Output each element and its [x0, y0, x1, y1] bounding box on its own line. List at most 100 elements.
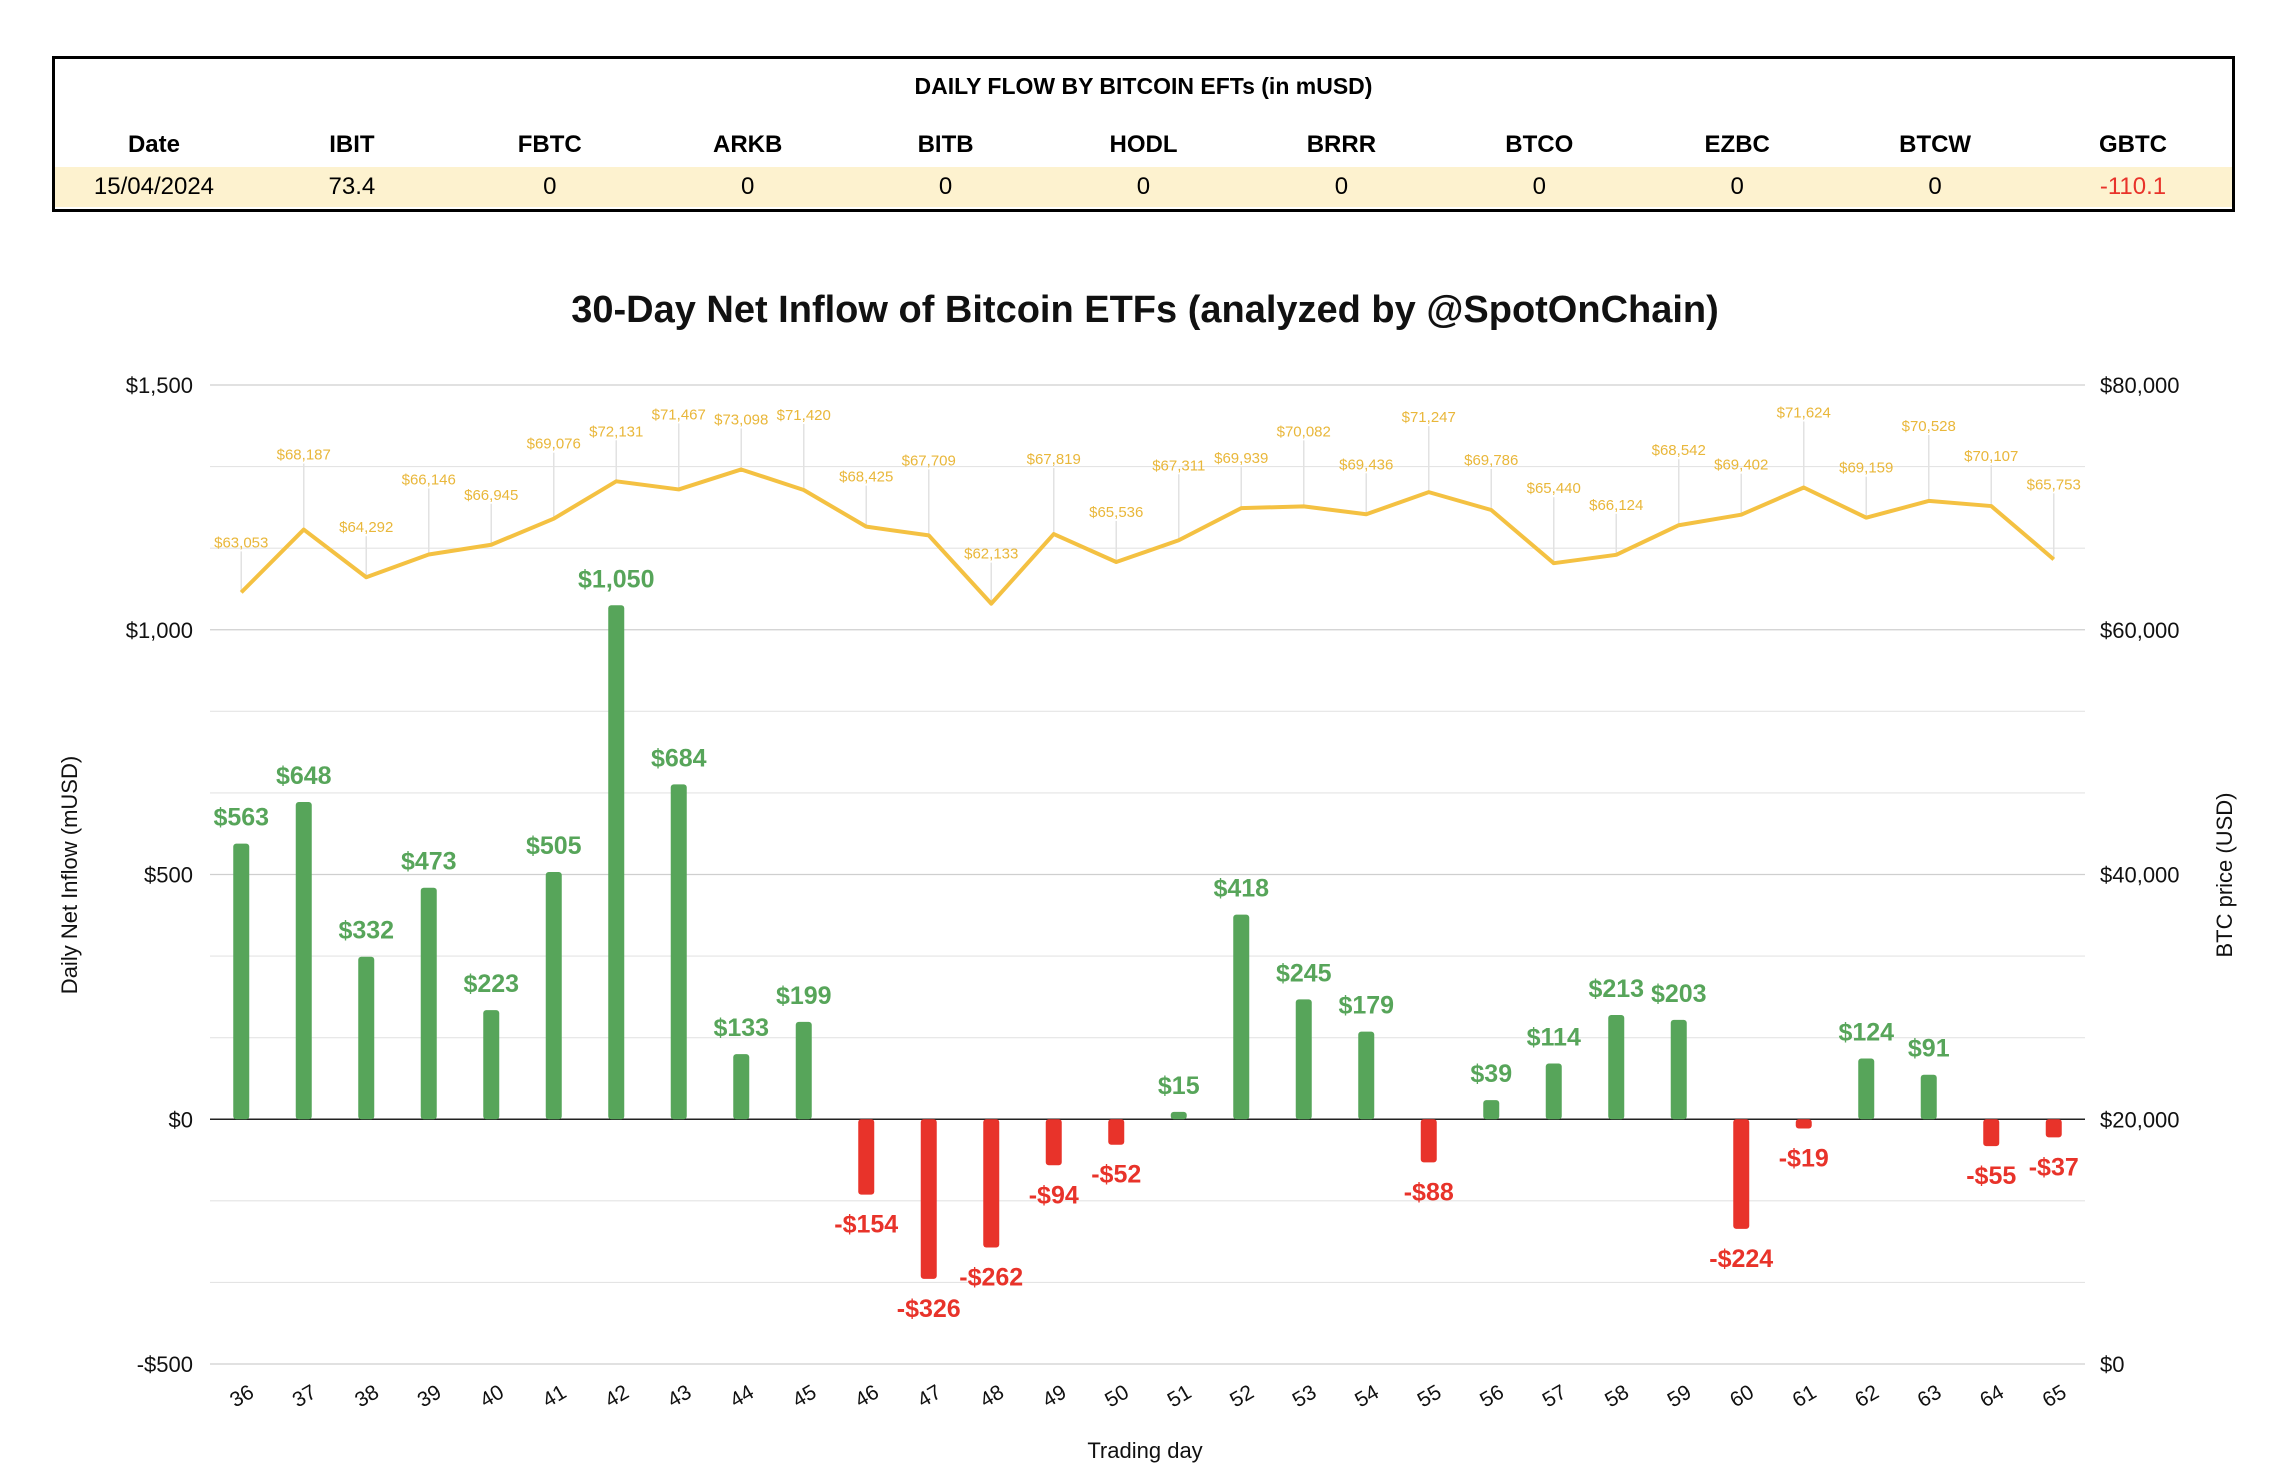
y2-axis-title: BTC price (USD)	[2212, 792, 2237, 957]
price-value-label: $67,311	[1152, 457, 1205, 474]
price-value-label: $68,542	[1652, 442, 1706, 459]
cell-gbtc: -110.1	[2099, 173, 2167, 200]
inflow-bar	[1233, 914, 1250, 1120]
header-arkb: ARKB	[713, 131, 783, 158]
x-tick-label: 58	[1601, 1381, 1633, 1413]
cell-ezbc: 0	[1730, 173, 1744, 200]
price-value-label: $71,420	[777, 407, 831, 424]
y-tick-label: $1,000	[126, 618, 193, 643]
inflow-bar	[858, 1119, 875, 1195]
y-tick-label: $500	[144, 863, 193, 888]
header-gbtc: GBTC	[2099, 131, 2168, 158]
inflow-value-label: -$94	[1029, 1181, 1079, 1209]
price-value-label: $67,709	[902, 452, 956, 469]
table-data-row: 15/04/2024 73.4 0 0 0 0 0 0 0 0 -110.1	[55, 167, 2232, 207]
inflow-value-label: -$154	[834, 1211, 898, 1239]
inflow-value-label: $114	[1527, 1023, 1581, 1051]
x-tick-label: 52	[1226, 1381, 1258, 1413]
cell-hodl: 0	[1136, 173, 1151, 200]
inflow-bar	[733, 1054, 750, 1120]
x-tick-label: 48	[976, 1381, 1008, 1413]
inflow-bar	[545, 872, 562, 1120]
inflow-value-label: -$326	[897, 1295, 961, 1323]
inflow-value-label: $203	[1651, 980, 1707, 1008]
price-value-label: $70,107	[1964, 448, 2018, 465]
inflow-bar	[420, 887, 437, 1120]
cell-brrr: 0	[1334, 173, 1349, 200]
inflow-value-label: $563	[213, 804, 269, 832]
inflow-bar	[1108, 1119, 1125, 1145]
price-value-label: $69,076	[527, 436, 581, 453]
inflow-value-label: $332	[338, 917, 394, 945]
x-tick-label: 46	[851, 1381, 883, 1413]
cell-btcw: 0	[1928, 173, 1942, 200]
price-value-label: $69,786	[1464, 452, 1518, 469]
header-brrr: BRRR	[1306, 131, 1377, 158]
inflow-bar	[670, 784, 687, 1120]
x-tick-label: 62	[1851, 1381, 1883, 1413]
price-value-label: $68,187	[277, 447, 331, 464]
y-axis-title: Daily Net Inflow (mUSD)	[57, 756, 82, 994]
inflow-value-label: $39	[1470, 1060, 1512, 1088]
price-value-label: $71,467	[652, 406, 706, 423]
price-value-label: $70,528	[1902, 418, 1956, 435]
x-tick-label: 37	[289, 1381, 321, 1413]
inflow-bar	[1483, 1100, 1500, 1120]
y2-tick-label: $20,000	[2100, 1107, 2180, 1132]
x-tick-label: 41	[539, 1381, 571, 1413]
inflow-bar	[1045, 1119, 1062, 1166]
price-value-label: $73,098	[714, 411, 768, 428]
inflow-value-label: -$37	[2029, 1153, 2079, 1181]
inflow-value-label: $418	[1213, 875, 1269, 903]
btc-price-line	[239, 467, 2056, 606]
y2-tick-label: $80,000	[2100, 373, 2180, 398]
daily-flow-table: DAILY FLOW BY BITCOIN EFTs (in mUSD) Dat…	[52, 56, 2235, 212]
y2-tick-label: $0	[2100, 1352, 2124, 1377]
header-date: Date	[127, 131, 180, 158]
inflow-bar	[1920, 1074, 1937, 1120]
x-tick-label: 61	[1789, 1381, 1821, 1413]
price-value-label: $65,536	[1089, 504, 1143, 521]
inflow-bar	[358, 956, 375, 1120]
inflow-bar	[1795, 1119, 1812, 1129]
inflow-value-label: -$224	[1709, 1245, 1773, 1273]
price-value-label: $72,131	[589, 423, 643, 440]
inflow-bar	[1733, 1119, 1750, 1229]
x-tick-label: 50	[1101, 1381, 1133, 1413]
price-value-label: $67,819	[1027, 451, 1081, 468]
x-tick-label: 42	[601, 1381, 633, 1413]
inflow-value-label: $684	[651, 744, 707, 772]
x-tick-label: 39	[414, 1381, 446, 1413]
inflow-value-label: $133	[713, 1014, 769, 1042]
inflow-value-label: $124	[1838, 1019, 1894, 1047]
inflow-bar	[1983, 1119, 2000, 1147]
price-value-label: $69,436	[1339, 456, 1393, 473]
price-value-label: $62,133	[964, 546, 1018, 563]
inflow-bar	[983, 1119, 1000, 1248]
inflow-bar	[1858, 1058, 1875, 1120]
header-hodl: HODL	[1109, 131, 1178, 158]
price-value-label: $65,440	[1527, 480, 1581, 497]
inflow-bar	[1358, 1031, 1375, 1120]
inflow-bar	[1608, 1014, 1625, 1120]
y2-tick-label: $40,000	[2100, 863, 2180, 888]
x-tick-label: 60	[1726, 1381, 1758, 1413]
x-tick-label: 65	[2039, 1381, 2071, 1413]
x-tick-label: 45	[789, 1381, 821, 1413]
inflow-value-label: $223	[463, 970, 519, 998]
y-tick-label: $1,500	[126, 373, 193, 398]
inflow-bar	[233, 843, 250, 1120]
inflow-bar	[1670, 1019, 1687, 1120]
inflow-value-label: -$88	[1404, 1178, 1454, 1206]
x-tick-label: 59	[1664, 1381, 1696, 1413]
x-axis-title: Trading day	[1087, 1438, 1202, 1463]
x-tick-label: 53	[1289, 1381, 1321, 1413]
inflow-bar	[1420, 1119, 1437, 1163]
y2-tick-label: $60,000	[2100, 618, 2180, 643]
cell-arkb: 0	[740, 173, 755, 200]
x-tick-label: 64	[1976, 1380, 2008, 1412]
header-ibit: IBIT	[329, 131, 375, 158]
price-value-label: $66,124	[1589, 497, 1643, 514]
inflow-value-label: $1,050	[578, 565, 654, 593]
header-btcw: BTCW	[1899, 131, 1972, 158]
